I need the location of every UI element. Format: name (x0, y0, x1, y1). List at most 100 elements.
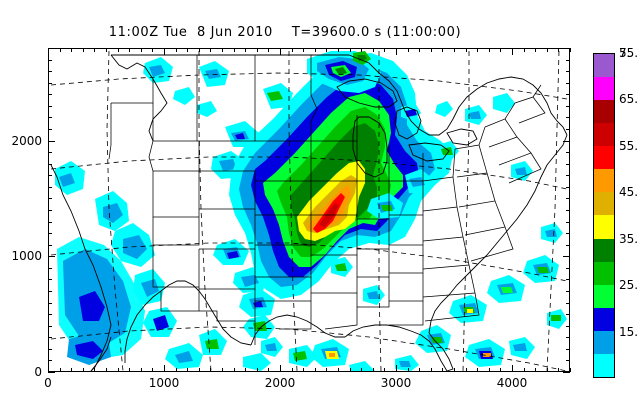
y-tick-right (566, 244, 570, 246)
y-tick-right (566, 267, 570, 269)
x-tick-bottom (268, 368, 270, 372)
x-tick-top (175, 48, 177, 52)
x-tick-top (512, 48, 513, 55)
x-tick-bottom (488, 368, 490, 372)
colorbar-tick-label: 25. (619, 278, 639, 293)
x-tick-top (488, 48, 490, 52)
y-tick-right (566, 337, 570, 339)
x-tick-top (164, 48, 165, 55)
x-tick-top (256, 48, 258, 52)
y-tick-left (48, 210, 52, 211)
y-tick-right (566, 325, 570, 327)
x-tick-bottom (94, 368, 96, 372)
x-tick-bottom (314, 368, 316, 372)
y-tick-left (48, 256, 55, 258)
y-axis-tick-label: 0 (34, 365, 42, 379)
y-tick-left (48, 360, 52, 362)
y-tick-left (48, 186, 52, 188)
y-tick-right (566, 210, 570, 211)
x-axis-tick-label: 0 (44, 376, 52, 390)
y-tick-right (566, 117, 570, 119)
reflectivity-field (55, 51, 567, 371)
x-tick-bottom (152, 368, 154, 372)
y-tick-right (566, 302, 570, 304)
x-tick-bottom (465, 368, 467, 372)
x-axis-tick-label: 4000 (496, 376, 528, 390)
x-tick-top (535, 48, 537, 52)
x-tick-bottom (523, 368, 525, 372)
x-tick-bottom (140, 368, 142, 372)
x-axis-tick-label: 1000 (148, 376, 180, 390)
x-tick-bottom (48, 365, 49, 372)
colorbar-tick-label: 65. (619, 92, 639, 107)
x-tick-top (546, 48, 548, 52)
y-tick-left (48, 372, 55, 373)
x-tick-top (303, 48, 305, 52)
y-tick-right (566, 198, 570, 200)
y-tick-right (566, 152, 570, 154)
colorbar-band (594, 330, 614, 354)
echo-group-southwest (55, 161, 227, 369)
y-axis-tick-label: 2000 (11, 133, 42, 148)
x-tick-top (233, 48, 235, 52)
y-tick-right (566, 105, 570, 107)
y-tick-left (48, 152, 52, 154)
x-tick-top (477, 48, 479, 52)
y-axis-tick-label: 1000 (11, 249, 42, 264)
colorbar-band (594, 284, 614, 308)
x-tick-bottom (233, 368, 235, 372)
colorbar-band (594, 238, 614, 262)
x-tick-bottom (442, 368, 444, 372)
y-tick-left (48, 267, 52, 269)
x-tick-top (94, 48, 96, 52)
x-tick-top (48, 48, 49, 55)
y-tick-right (566, 291, 570, 292)
y-tick-left (48, 348, 52, 350)
y-tick-left (48, 48, 52, 49)
y-tick-left (48, 198, 52, 200)
x-tick-bottom (280, 365, 281, 372)
colorbar-tick-label: 15. (619, 324, 639, 339)
x-tick-bottom (500, 368, 502, 372)
y-tick-left (48, 105, 52, 107)
x-tick-bottom (291, 368, 293, 372)
x-tick-bottom (372, 368, 374, 372)
y-tick-right (566, 82, 570, 84)
x-tick-bottom (59, 368, 61, 372)
colorbar-band (594, 54, 614, 78)
x-tick-top (117, 48, 119, 52)
y-tick-left (48, 302, 52, 304)
y-tick-right (566, 59, 570, 61)
x-tick-bottom (326, 368, 328, 372)
x-tick-bottom (187, 368, 189, 372)
y-tick-left (48, 94, 52, 96)
y-tick-right (566, 314, 570, 316)
x-tick-top (140, 48, 142, 52)
x-tick-bottom (129, 368, 131, 372)
y-tick-left (48, 291, 52, 292)
x-tick-bottom (430, 368, 432, 372)
y-tick-right (566, 360, 570, 362)
x-tick-bottom (419, 368, 421, 372)
x-tick-bottom (198, 368, 200, 372)
map-canvas (50, 50, 568, 371)
colorbar-tick-label: 45. (619, 185, 639, 200)
colorbar-band (594, 215, 614, 239)
x-tick-bottom (222, 368, 223, 372)
x-tick-top (222, 48, 223, 52)
x-tick-bottom (546, 368, 548, 372)
x-tick-bottom (535, 368, 537, 372)
echo-group-east (331, 93, 533, 305)
colorbar-band (594, 100, 614, 124)
colorbar-tick-label: 35. (619, 231, 639, 246)
colorbar-tick-label: 5. (619, 46, 631, 60)
y-tick-left (48, 221, 52, 223)
colorbar-tick-label: 55. (619, 138, 639, 153)
colorbar-band (594, 261, 614, 285)
x-tick-top (82, 48, 84, 52)
colorbar-band (594, 353, 614, 377)
x-tick-top (152, 48, 154, 52)
y-tick-left (48, 117, 52, 119)
x-tick-bottom (349, 368, 351, 372)
y-tick-left (48, 140, 55, 142)
